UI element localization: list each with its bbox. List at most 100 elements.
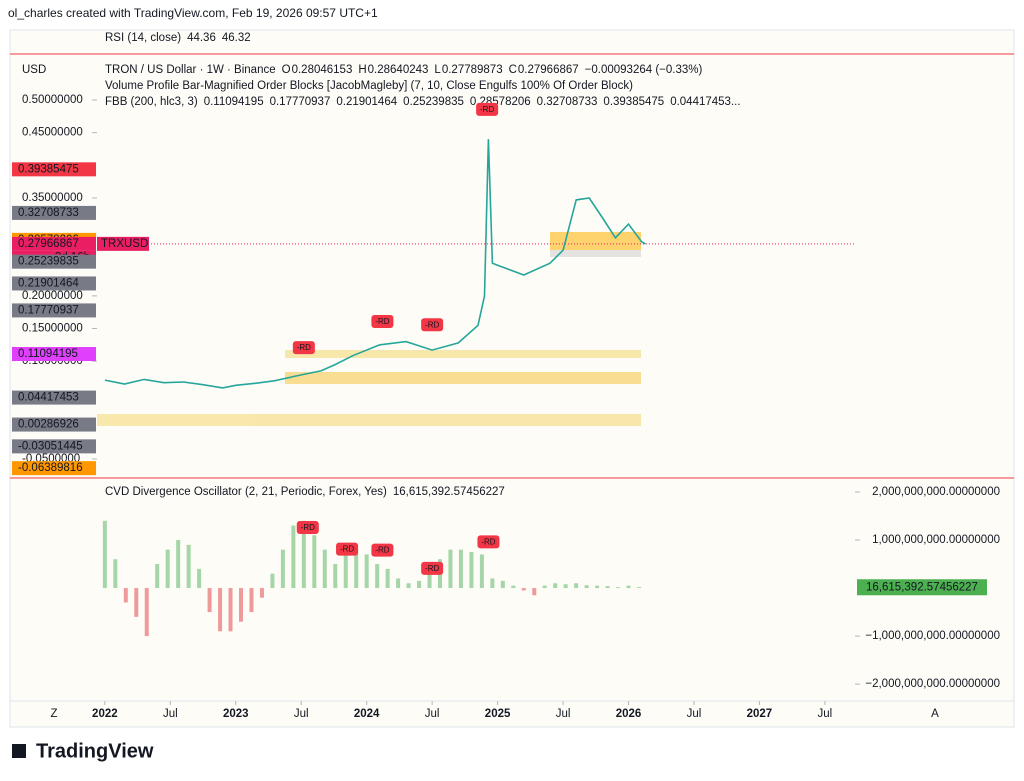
annotation-badge (336, 542, 359, 556)
symbol-tag: TRXUSD (101, 238, 148, 250)
cvd-bar (626, 585, 631, 589)
x-tick-label: 2026 (616, 708, 642, 720)
cvd-bar (563, 584, 568, 589)
brand-logo (12, 744, 26, 758)
cvd-bar (270, 573, 275, 589)
price-label: -0.06389816 (18, 462, 83, 474)
fbb-value: 0.21901464 (336, 96, 397, 108)
cvd-bar (406, 583, 411, 589)
x-tick-label: 2027 (747, 708, 773, 720)
y-tick-label: 2,000,000,000.00000000 (872, 486, 1000, 498)
cvd-bar (259, 588, 264, 598)
fbb-value: 0.25239835 (403, 96, 464, 108)
annotation-badge (421, 561, 444, 575)
fbb-value: 0.17770937 (270, 96, 331, 108)
axis-button[interactable]: A (931, 708, 939, 720)
indicator-name: FBB (200, hlc3, 3) (105, 96, 198, 108)
annotation-badge (476, 102, 499, 116)
cvd-bar (375, 564, 380, 589)
rsi-name: RSI (14, close) (105, 32, 181, 44)
cvd-bar (249, 588, 254, 613)
x-tick-label: 2025 (485, 708, 511, 720)
cvd-bar (333, 564, 338, 589)
price-label: 0.00286926 (18, 419, 79, 431)
cvd-bar (291, 525, 296, 589)
cvd-bar (448, 549, 453, 589)
ohlc-key: O (282, 64, 291, 76)
cvd-bar (490, 578, 495, 589)
price-label: 0.17770937 (18, 304, 79, 316)
cvd-bar (469, 552, 474, 589)
cvd-bar (636, 587, 641, 589)
annotation-badge (371, 314, 394, 328)
ohlc-key: C (509, 64, 517, 76)
cvd-bar (479, 554, 484, 589)
y-tick-label: −2,000,000,000.00000000 (865, 678, 1000, 690)
annotation: -RD (481, 538, 495, 547)
cvd-bar (102, 520, 107, 589)
rsi-value: 44.36 (187, 32, 216, 44)
cvd-bar (385, 568, 390, 589)
price-badge (12, 417, 96, 432)
indicator-value: 16,615,392.57456227 (393, 486, 505, 498)
cvd-bar (322, 549, 327, 589)
last-value-label: 16,615,392.57456227 (866, 581, 978, 593)
ohlc-key: H (358, 64, 366, 76)
annotation-badge (296, 521, 319, 535)
indicator-name: CVD Divergence Oscillator (2, 21, Period… (105, 486, 387, 498)
annotation: -RD (425, 320, 439, 329)
order-blocks (97, 232, 641, 426)
cvd-bar (218, 588, 223, 632)
cvd-bar (207, 588, 212, 613)
price-label: 0.25239835 (18, 256, 79, 268)
cvd-bar (165, 549, 170, 589)
annotation: -RD (375, 546, 389, 555)
x-tick-label: 2022 (92, 708, 118, 720)
annotation-badge (477, 535, 500, 549)
price-label: 0.39385475 (18, 163, 79, 175)
cvd-bar (186, 544, 191, 589)
price-label: 0.11094195 (18, 348, 78, 360)
indicator-name: Volume Profile Bar-Magnified Order Block… (105, 80, 633, 92)
cvd-bar (500, 580, 505, 589)
price-badge (12, 347, 96, 362)
annotation: -RD (301, 523, 315, 532)
ohlc-value: 0.27966867 (518, 64, 579, 76)
x-tick-label: Jul (425, 708, 440, 720)
cvd-bar (239, 588, 244, 622)
credit: ol_charles created with TradingView.com,… (8, 6, 378, 20)
x-tick-label: 2023 (223, 708, 249, 720)
cvd-bar (134, 588, 139, 617)
last-value-badge (857, 579, 987, 596)
y-tick-label: −1,000,000,000.00000000 (865, 630, 1000, 642)
y-tick-label: 1,000,000,000.00000000 (872, 534, 1000, 546)
x-tick-label: Jul (163, 708, 178, 720)
cvd-bar (280, 549, 285, 589)
cvd-bar (354, 549, 359, 589)
annotation-badge (421, 318, 444, 332)
annotation: -RD (375, 317, 389, 326)
price-badge (12, 439, 96, 454)
price-badge (12, 276, 96, 291)
fbb-value: 0.04417453... (670, 96, 740, 108)
ohlc-value: 0.28046153 (292, 64, 353, 76)
cvd-bar (155, 564, 160, 589)
price-label: 0.27966867 (18, 238, 79, 250)
cvd-bar (197, 568, 202, 589)
cvd-bar (176, 540, 181, 589)
price-badge (12, 254, 96, 269)
annotation: -RD (340, 545, 354, 554)
cvd-bar (312, 535, 317, 589)
annotation: -RD (425, 564, 439, 573)
annotation-badge (371, 543, 394, 557)
annotation: -RD (297, 343, 311, 352)
cvd-bar (427, 573, 432, 589)
symbol-badge (97, 236, 149, 251)
cvd-bar (532, 588, 537, 596)
axis-button[interactable]: Z (50, 708, 57, 720)
annotation: -RD (480, 105, 494, 114)
y-tick-label: 0.50000000 (22, 94, 83, 106)
ohlc-value: 0.27789873 (442, 64, 503, 76)
x-tick-label: Jul (818, 708, 833, 720)
cvd-bar (542, 585, 547, 589)
